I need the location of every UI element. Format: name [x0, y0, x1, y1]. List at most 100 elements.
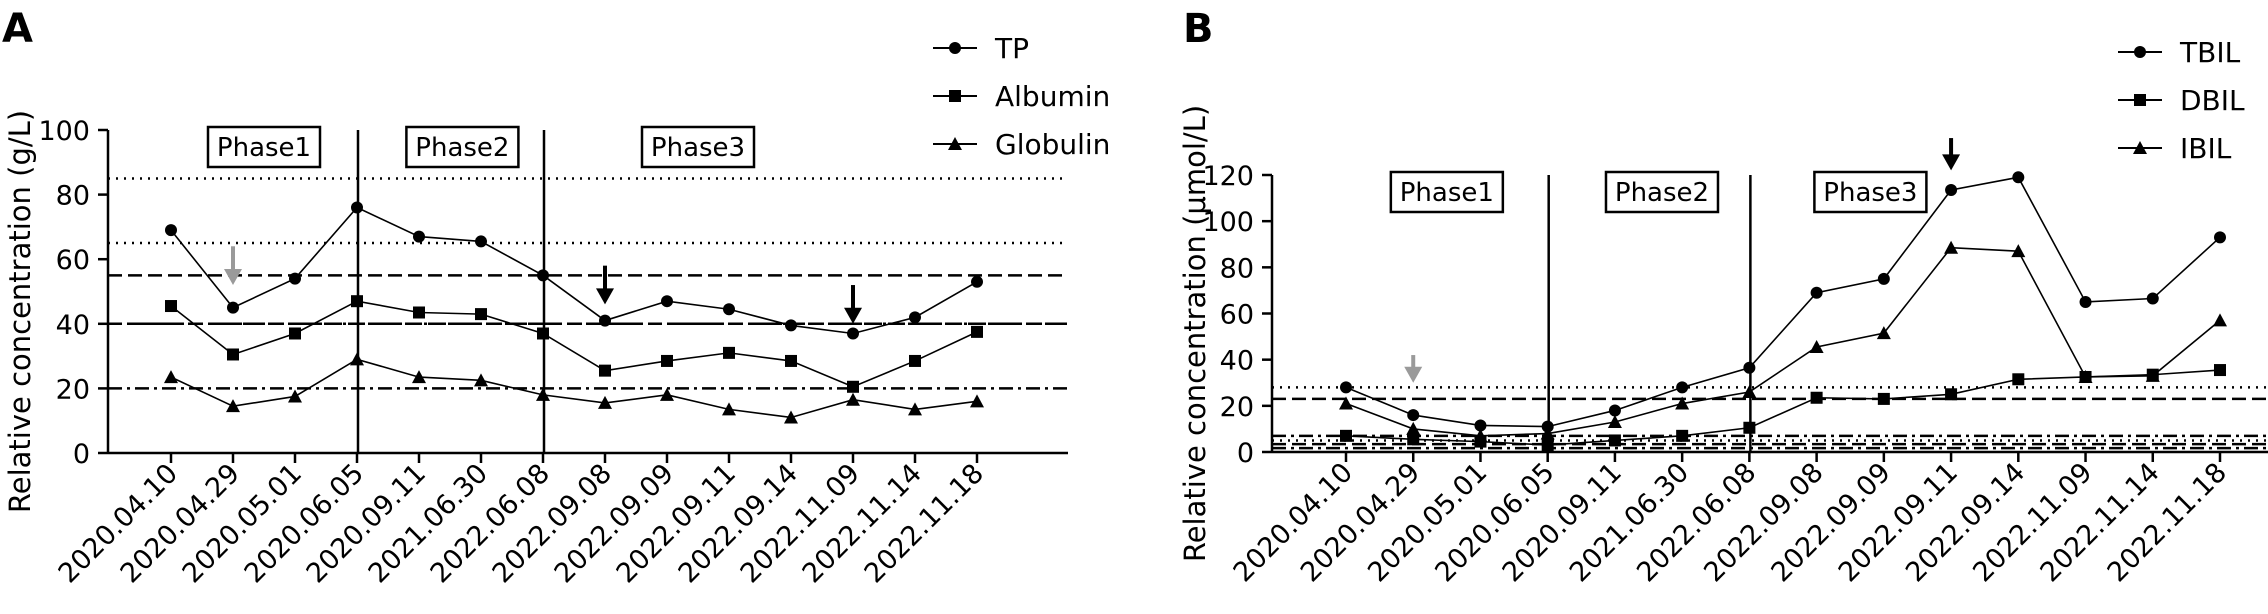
phase-box	[1389, 170, 1505, 214]
data-point	[413, 230, 425, 243]
data-point	[1676, 429, 1689, 442]
data-point	[1742, 384, 1757, 398]
data-point	[971, 325, 983, 338]
y-tick-label: 0	[73, 439, 90, 470]
data-point	[474, 373, 488, 387]
data-point	[164, 370, 178, 384]
phase-label: Phase1	[217, 133, 311, 163]
data-point	[1340, 429, 1352, 442]
data-point	[1675, 396, 1690, 410]
data-point	[846, 392, 860, 406]
data-point	[2213, 313, 2227, 327]
panel-letter: A	[2, 6, 33, 52]
data-point	[722, 402, 736, 416]
y-tick-label: 80	[56, 181, 90, 212]
annotation-arrow-head	[1404, 366, 1423, 383]
data-point	[475, 235, 487, 248]
y-tick-label: 40	[1220, 346, 1254, 377]
data-point	[2214, 364, 2226, 377]
data-point	[1945, 388, 1958, 401]
data-point	[785, 319, 797, 332]
data-point	[971, 275, 983, 288]
data-point	[1810, 286, 1823, 299]
y-axis-label: Relative concentration (g/L)	[3, 110, 37, 513]
annotation-arrow-head	[224, 269, 242, 286]
data-point	[1944, 240, 1959, 254]
data-point	[289, 327, 301, 340]
data-point	[785, 354, 797, 367]
y-axis-label: Relative concentration (μmol/L)	[1178, 105, 1212, 562]
data-point	[909, 354, 921, 367]
data-point	[475, 308, 487, 321]
data-point	[1743, 421, 1756, 434]
legend-albumin-marker	[949, 90, 961, 102]
series-line	[170, 358, 978, 419]
data-point	[909, 311, 921, 324]
data-point	[661, 354, 673, 367]
data-point	[1339, 396, 1353, 410]
series-tbil	[1340, 171, 2226, 433]
phase-box	[640, 125, 756, 169]
data-point	[1877, 392, 1890, 405]
series-line	[170, 300, 978, 388]
y-tick-label: 20	[56, 374, 90, 405]
phase-label: Phase3	[1823, 178, 1917, 208]
data-point	[2146, 292, 2159, 305]
data-point	[1608, 404, 1621, 417]
phase-label: Phase2	[415, 133, 509, 163]
data-point	[1877, 272, 1890, 285]
data-point	[2214, 231, 2226, 244]
data-point	[599, 364, 611, 377]
annotation-arrow-head	[844, 307, 862, 324]
data-point	[1540, 426, 1555, 440]
phase-box	[206, 125, 322, 169]
legend-label: TP	[994, 32, 1029, 65]
phase-box	[1604, 170, 1720, 214]
y-tick-label: 0	[1237, 438, 1254, 469]
legend-label: Globulin	[995, 128, 1110, 161]
data-point	[165, 224, 177, 237]
legend-label: IBIL	[2180, 132, 2232, 165]
y-tick-label: 60	[1220, 300, 1254, 331]
y-tick-label: 80	[1220, 253, 1254, 284]
data-point	[723, 303, 735, 316]
data-point	[227, 348, 239, 361]
data-point	[1809, 339, 1824, 353]
data-point	[289, 272, 301, 285]
data-point	[2145, 368, 2160, 382]
phase-box	[405, 125, 520, 169]
data-point	[227, 301, 239, 314]
y-tick-label: 100	[1202, 207, 1254, 238]
data-point	[165, 300, 177, 313]
data-point	[599, 314, 611, 327]
y-tick-label: 120	[1202, 161, 1254, 192]
data-point	[1945, 184, 1958, 197]
legend-dbil-marker	[2134, 94, 2146, 106]
annotation-arrow-head	[596, 288, 614, 305]
data-point	[908, 402, 922, 416]
phase-label: Phase3	[651, 133, 745, 163]
series-albumin	[165, 295, 983, 393]
y-tick-label: 40	[56, 310, 90, 341]
data-point	[661, 295, 673, 308]
legend-globulin-marker	[948, 137, 962, 150]
data-point	[2011, 244, 2026, 258]
data-point	[784, 410, 798, 424]
series-line	[170, 206, 978, 335]
data-point	[1474, 419, 1487, 432]
phase-box	[1813, 170, 1928, 214]
series-line	[1345, 369, 2221, 446]
data-point	[1608, 434, 1621, 447]
phase-label: Phase1	[1400, 178, 1494, 208]
data-point	[2078, 369, 2093, 383]
data-point	[1340, 381, 1352, 394]
data-point	[1743, 361, 1756, 374]
data-point	[1473, 428, 1488, 442]
data-point	[970, 394, 984, 408]
data-point	[1407, 433, 1420, 446]
data-point	[412, 370, 426, 384]
data-point	[2079, 295, 2092, 308]
data-point	[536, 387, 550, 401]
